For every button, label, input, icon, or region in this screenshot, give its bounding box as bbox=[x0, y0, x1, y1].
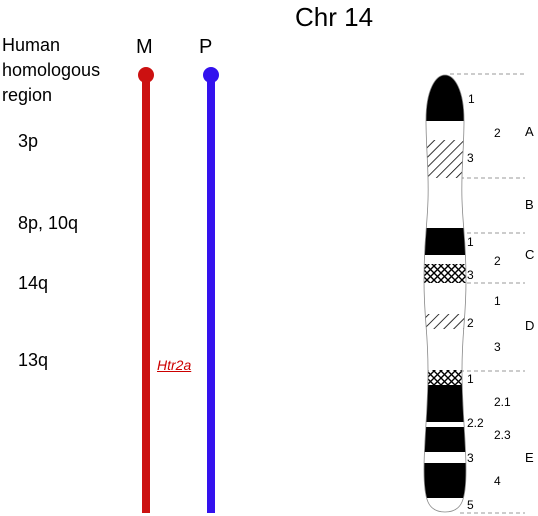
maternal-strand-label: M bbox=[136, 36, 153, 58]
band-division-lines bbox=[450, 73, 525, 514]
paternal-strand-bar bbox=[207, 78, 215, 513]
band-D2 bbox=[424, 314, 466, 329]
band-C1 bbox=[424, 228, 466, 255]
region-label-3p: 3p bbox=[18, 131, 39, 151]
region-label-14q: 14q bbox=[18, 273, 49, 293]
homology-header: Human homologous region bbox=[2, 33, 122, 108]
band-E2-1 bbox=[424, 385, 466, 422]
paternal-strand-label: P bbox=[199, 36, 213, 58]
band-letter-C: C bbox=[525, 247, 535, 262]
subband-E3: 3 bbox=[467, 451, 474, 465]
chromosome-outline bbox=[423, 74, 467, 513]
band-E4 bbox=[424, 463, 466, 498]
paternal-strand bbox=[203, 67, 219, 513]
band-A3 bbox=[424, 140, 466, 178]
band-letter-E: E bbox=[525, 450, 534, 465]
homology-header-line: region bbox=[2, 85, 53, 105]
gene-label-htr2a[interactable]: Htr2a bbox=[157, 357, 192, 373]
subband-C1: 1 bbox=[467, 235, 474, 249]
region-label-8p-10q: 8p, 10q bbox=[18, 213, 79, 233]
band-letter-D: D bbox=[525, 318, 535, 333]
subband-C3: 3 bbox=[467, 268, 474, 282]
subband-E2-2: 2.2 bbox=[467, 416, 484, 430]
subband-E1: 1 bbox=[467, 372, 474, 386]
subband-D3: 3 bbox=[494, 340, 501, 354]
region-label-13q: 13q bbox=[18, 350, 49, 370]
subband-E2-1: 2.1 bbox=[494, 395, 511, 409]
band-letter-A: A bbox=[525, 124, 534, 139]
subband-A2: 2 bbox=[494, 126, 501, 140]
subband-E5: 5 bbox=[467, 498, 474, 512]
subband-A1: 1 bbox=[468, 92, 475, 106]
maternal-strand-bar bbox=[142, 78, 150, 513]
paternal-centromere bbox=[203, 67, 219, 83]
subband-C2: 2 bbox=[494, 254, 501, 268]
band-A1 bbox=[424, 75, 466, 121]
maternal-strand bbox=[138, 67, 154, 513]
subband-D2: 2 bbox=[467, 316, 474, 330]
maternal-centromere bbox=[138, 67, 154, 83]
band-letter-B: B bbox=[525, 197, 534, 212]
subband-A3: 3 bbox=[467, 151, 474, 165]
homology-header-line: homologous bbox=[2, 60, 101, 80]
chromosome-title: Chr 14 bbox=[295, 2, 374, 32]
homology-header-line: Human bbox=[2, 35, 61, 55]
subband-E2-3: 2.3 bbox=[494, 428, 511, 442]
subband-E4: 4 bbox=[494, 474, 501, 488]
band-E2-3 bbox=[424, 427, 466, 452]
band-E1 bbox=[424, 370, 466, 385]
band-C3 bbox=[424, 264, 466, 283]
chromosome-ideogram bbox=[423, 74, 467, 513]
subband-D1: 1 bbox=[494, 294, 501, 308]
